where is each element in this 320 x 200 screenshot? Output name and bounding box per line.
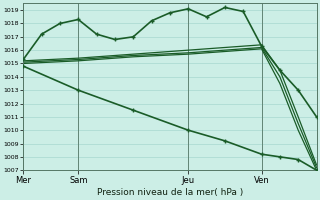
X-axis label: Pression niveau de la mer( hPa ): Pression niveau de la mer( hPa ) [97,188,243,197]
